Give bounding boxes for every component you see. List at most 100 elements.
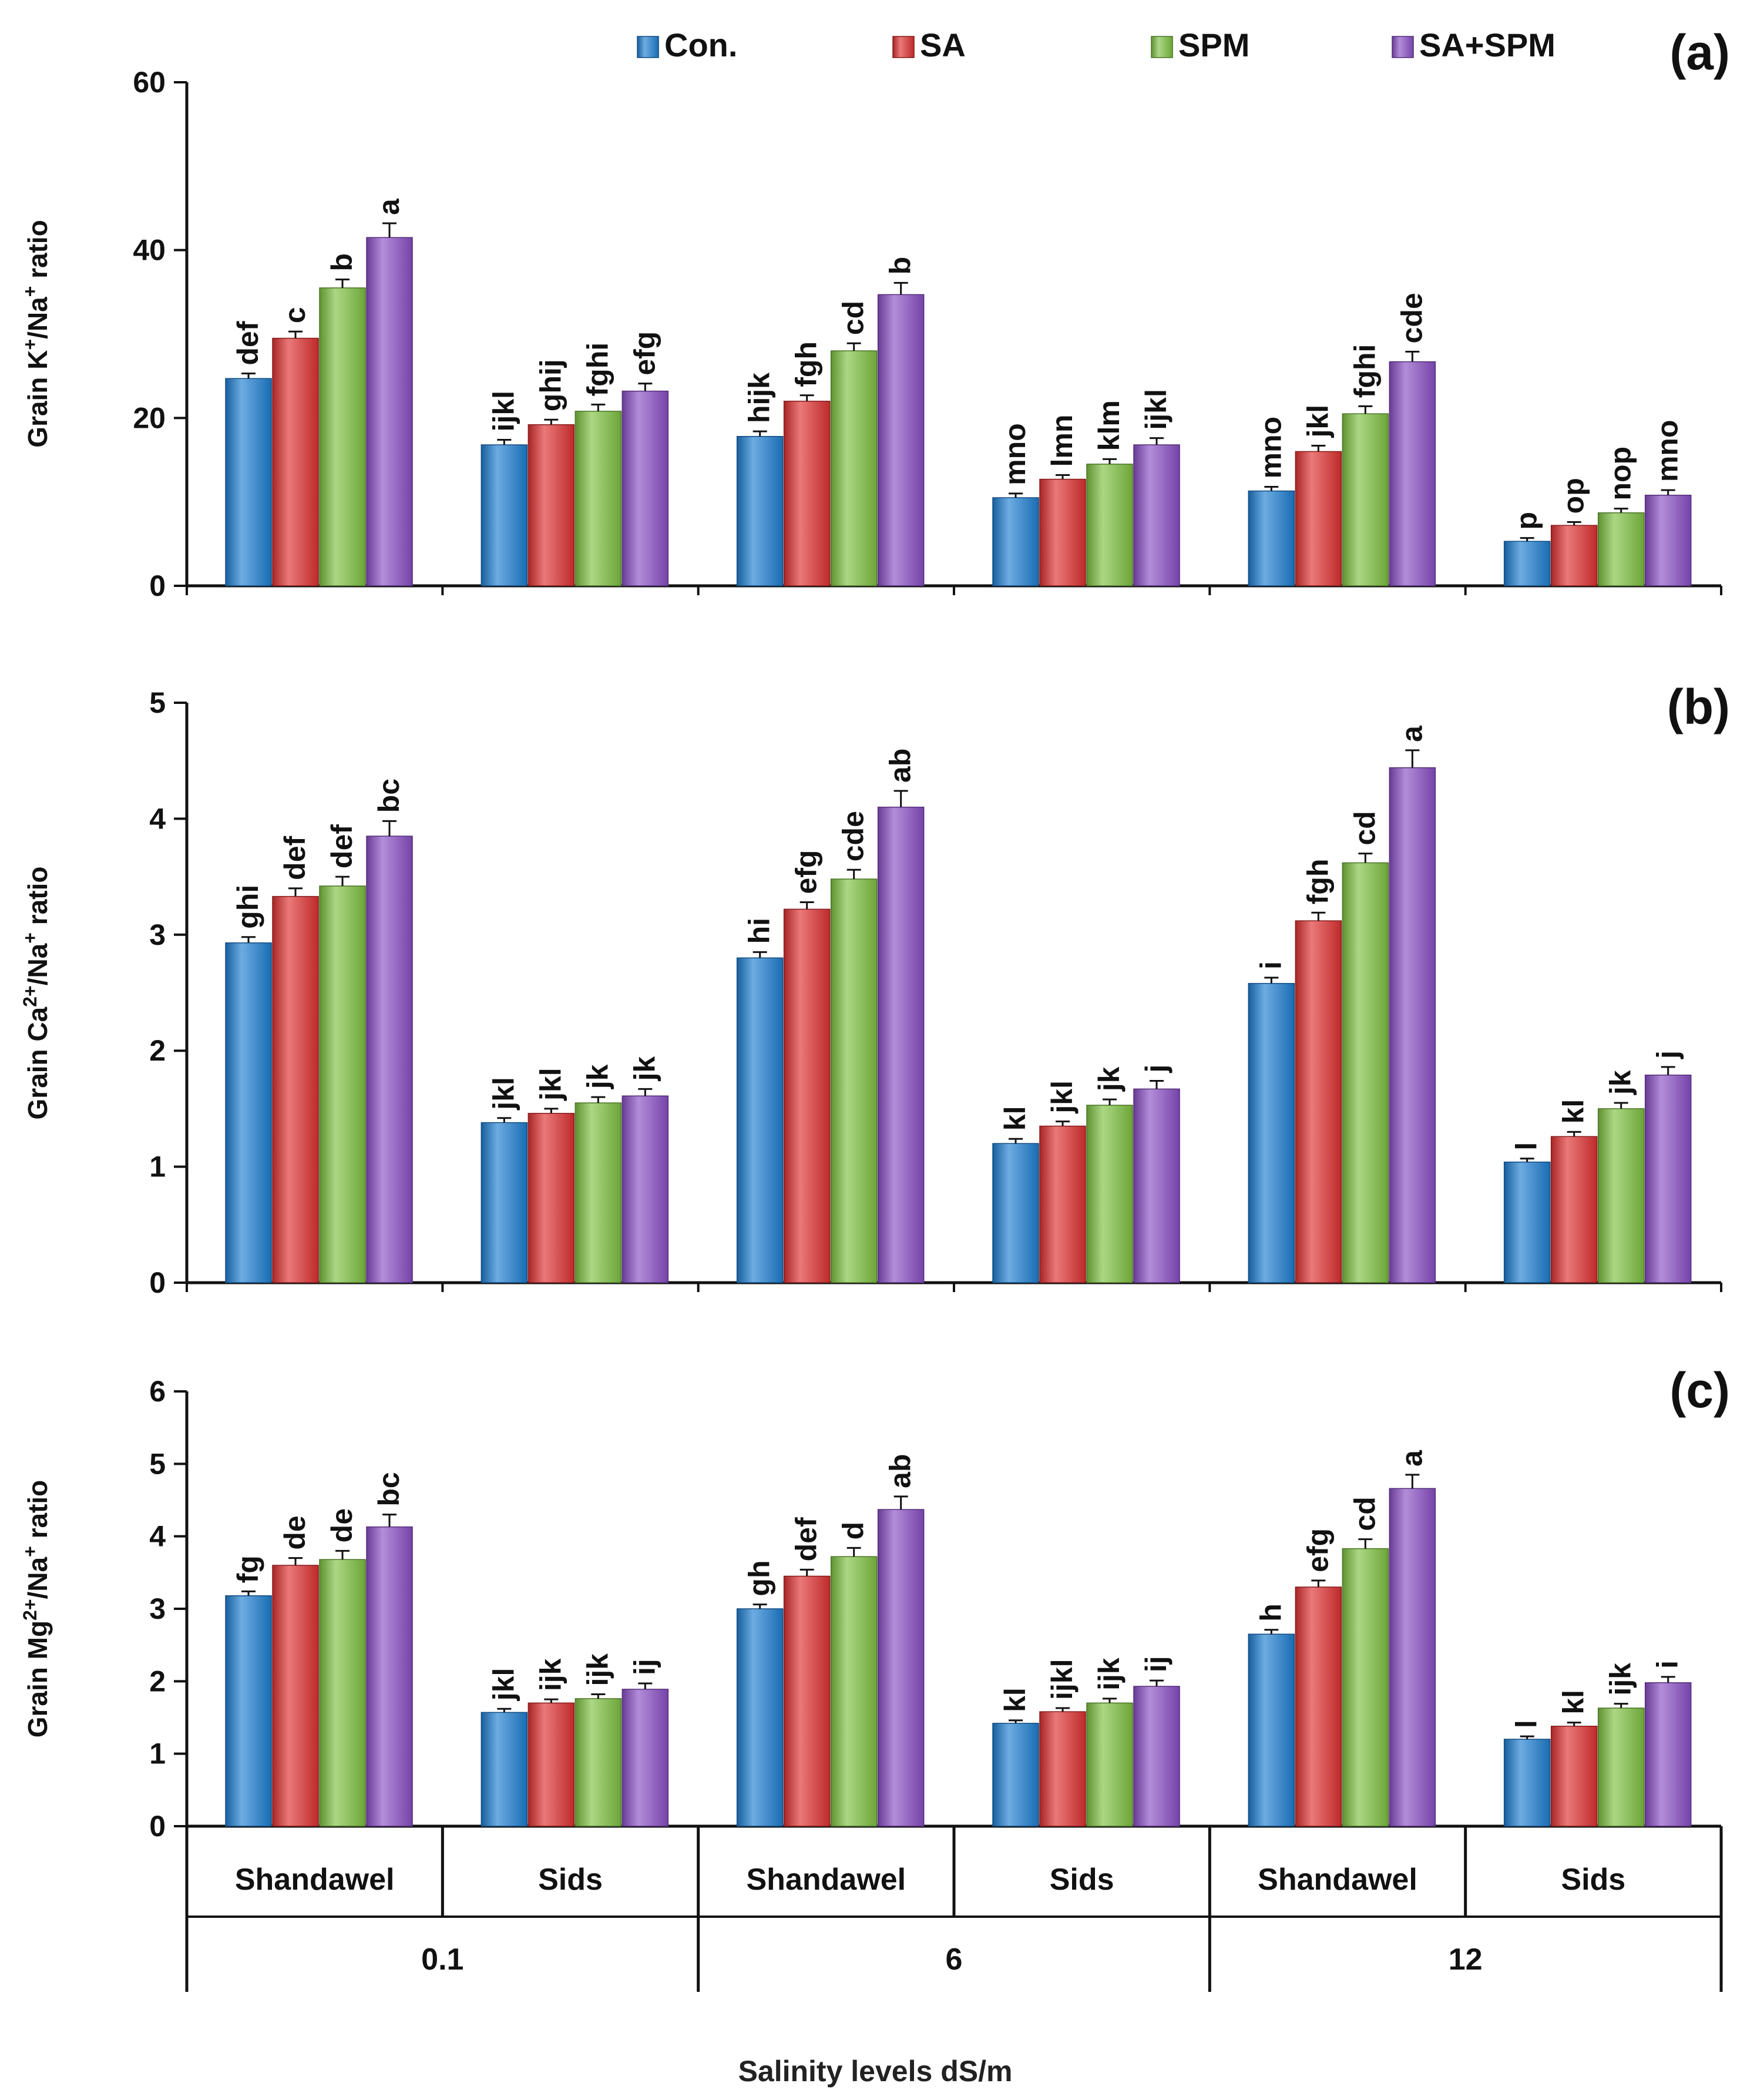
y-axis-label-part: 2+ — [19, 1599, 41, 1620]
significance-letter: ijkl — [487, 391, 520, 431]
bar — [621, 1689, 669, 1827]
bar — [736, 957, 784, 1283]
bar — [1295, 451, 1342, 586]
significance-letter: ijk — [534, 1658, 567, 1691]
bar — [783, 908, 831, 1283]
significance-letter: mno — [999, 423, 1032, 485]
significance-letter: efg — [1301, 1528, 1334, 1572]
y-tick-label: 0 — [149, 569, 166, 602]
y-tick-label: 60 — [133, 66, 166, 99]
bar — [877, 294, 925, 586]
bar — [319, 885, 366, 1283]
legend-swatch-icon — [1151, 36, 1173, 58]
significance-letter: lmn — [1046, 415, 1079, 467]
category-axis: Shandawel Sids Shandawel Sids Shandawel Sids 0… — [185, 1826, 1723, 1992]
y-tick-label: 6 — [149, 1375, 166, 1408]
bar — [225, 1595, 272, 1827]
significance-letter: a — [372, 198, 405, 215]
bar — [528, 1702, 575, 1827]
bar — [319, 1559, 366, 1827]
bar — [992, 497, 1039, 586]
significance-letter: efg — [628, 331, 661, 375]
y-axis-label-part: /Na — [22, 297, 53, 339]
bar — [1342, 862, 1389, 1283]
salinity-level-label: 0.1 — [421, 1943, 463, 1977]
significance-letter: op — [1557, 478, 1590, 514]
significance-letter: ijk — [1604, 1663, 1637, 1696]
y-tick-label: 40 — [133, 234, 166, 267]
bar — [1295, 920, 1342, 1283]
bar — [528, 1113, 575, 1283]
bar — [272, 337, 319, 586]
significance-letter: kl — [1557, 1099, 1590, 1124]
significance-letter: ab — [884, 749, 917, 783]
bar — [877, 806, 925, 1283]
significance-letter: def — [231, 321, 264, 365]
significance-letter: jk — [628, 1056, 661, 1081]
significance-letter: d — [837, 1522, 870, 1540]
cultivar-label: Sids — [538, 1863, 603, 1897]
significance-letter: fgh — [790, 341, 823, 387]
bar — [575, 1102, 622, 1283]
bar — [1389, 767, 1436, 1283]
bar — [877, 1509, 925, 1827]
significance-letter: de — [325, 1508, 358, 1542]
legend-label: SA+SPM — [1419, 26, 1556, 63]
y-axis-label-part: /Na — [22, 943, 53, 985]
bar — [1039, 478, 1086, 586]
bar — [1503, 1161, 1551, 1283]
bar — [1644, 494, 1692, 586]
bar — [481, 1712, 528, 1827]
bar — [1133, 1686, 1180, 1827]
bar — [736, 436, 784, 586]
bar — [992, 1143, 1039, 1283]
bar — [575, 1698, 622, 1827]
bar — [1550, 1726, 1598, 1827]
significance-letter: jkl — [1046, 1081, 1079, 1114]
bar — [1295, 1586, 1342, 1827]
significance-letter: ghi — [231, 885, 264, 929]
bar — [319, 287, 366, 586]
bar — [621, 390, 669, 586]
significance-letter: cd — [837, 301, 870, 335]
bar — [481, 1122, 528, 1283]
significance-letter: jkl — [487, 1668, 520, 1702]
significance-letter: hijk — [743, 373, 776, 423]
bar — [1597, 1707, 1645, 1827]
bar — [366, 1526, 413, 1827]
significance-letter: cde — [837, 811, 870, 861]
significance-letter: ijkl — [1140, 389, 1173, 430]
y-tick-label: 0 — [149, 1266, 166, 1299]
significance-letter: fg — [231, 1555, 264, 1583]
bar — [1248, 490, 1295, 586]
bar — [1550, 1136, 1598, 1283]
significance-letter: ij — [1140, 1656, 1173, 1672]
significance-letter: c — [278, 307, 311, 323]
significance-letter: b — [325, 253, 358, 271]
significance-letter: nop — [1604, 447, 1637, 501]
bar — [225, 942, 272, 1283]
bar — [1644, 1682, 1692, 1827]
y-tick-label: 1 — [149, 1150, 166, 1183]
significance-letter: jkl — [487, 1077, 520, 1111]
bar — [1039, 1711, 1086, 1827]
y-axis-label-part: + — [19, 932, 41, 944]
significance-letter: jk — [581, 1064, 614, 1089]
significance-letter: jk — [1093, 1066, 1126, 1092]
y-axis-label-part: ratio — [22, 1480, 53, 1546]
significance-letter: ijk — [581, 1653, 614, 1686]
bar — [1550, 525, 1598, 586]
bar — [575, 411, 622, 586]
y-axis-label: Grain Mg2+/Na+ ratio — [19, 1480, 53, 1738]
bar — [1086, 1702, 1133, 1827]
legend-swatch-icon — [892, 36, 915, 58]
legend: Con. SA SPM SA+SPM — [637, 26, 1556, 63]
y-axis-label-part: /Na — [22, 1556, 53, 1599]
bar — [1503, 1739, 1551, 1827]
bar — [1389, 361, 1436, 586]
significance-letter: fghi — [1348, 344, 1381, 398]
significance-letter: bc — [372, 1472, 405, 1506]
significance-letter: bc — [372, 779, 405, 813]
significance-letter: j — [1140, 1065, 1173, 1074]
y-tick-label: 2 — [149, 1034, 166, 1067]
